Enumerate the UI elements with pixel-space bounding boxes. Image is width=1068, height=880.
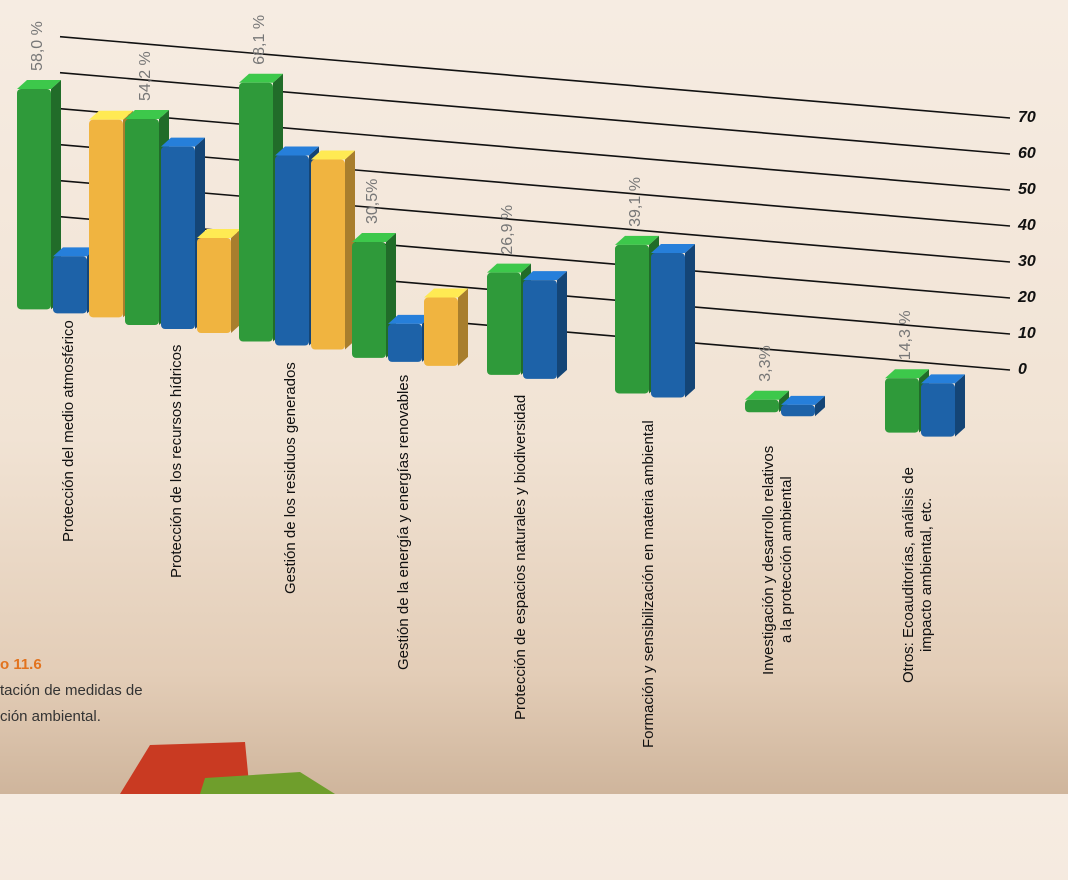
- bar: [781, 404, 815, 417]
- bar-top: [89, 110, 133, 120]
- bar-side: [231, 229, 241, 334]
- bar: [125, 119, 159, 326]
- bar: [921, 383, 955, 437]
- bar-top: [523, 271, 567, 281]
- bar: [17, 88, 51, 310]
- page: {"chart_data": {"type": "bar3d", "catego…: [0, 0, 1068, 794]
- x-tick-label: Investigación y desarrollo relativos a l…: [760, 445, 795, 675]
- bar-top: [352, 233, 396, 243]
- y-tick-label: 10: [1018, 325, 1036, 342]
- bar-top: [275, 146, 319, 156]
- caption-line: ción ambiental.: [0, 708, 101, 725]
- x-tick-label: Formación y sensibilización en materia a…: [640, 420, 657, 748]
- bar-top: [424, 288, 468, 298]
- y-tick-label: 40: [1017, 217, 1036, 234]
- y-tick-label: 30: [1018, 253, 1036, 270]
- bar-side: [557, 271, 567, 379]
- bar-top: [388, 314, 432, 324]
- bar: [352, 242, 386, 358]
- y-tick-label: 0: [1018, 361, 1027, 378]
- bar-top: [161, 137, 205, 147]
- x-tick-label: Gestión de la energía y energías renovab…: [395, 375, 412, 671]
- value-label: 58,0 %: [29, 21, 46, 71]
- grid-line: [59, 71, 1011, 155]
- bar-top: [239, 73, 283, 83]
- caption-line: tación de medidas de: [0, 682, 143, 699]
- y-tick-label: 70: [1018, 109, 1036, 126]
- x-tick-label: Gestión de los residuos generados: [282, 362, 299, 594]
- value-label: 54,2 %: [137, 51, 154, 101]
- bar-top: [125, 110, 169, 120]
- bar: [745, 399, 779, 413]
- bar-top: [197, 229, 241, 239]
- y-tick-label: 20: [1017, 289, 1036, 306]
- bar-top: [311, 150, 355, 160]
- bar: [388, 323, 422, 362]
- bar: [53, 256, 87, 314]
- bar-side: [955, 374, 965, 437]
- bar: [487, 272, 521, 375]
- bar-top: [487, 263, 531, 273]
- value-label: 14,3 %: [897, 310, 914, 360]
- bar-side: [779, 390, 789, 413]
- y-tick-label: 50: [1018, 181, 1036, 198]
- bar-top: [885, 369, 929, 379]
- value-label: 39,1 %: [627, 177, 644, 227]
- bar: [885, 378, 919, 433]
- bar: [615, 244, 649, 394]
- bar-top: [781, 395, 825, 405]
- bar-top: [17, 79, 61, 89]
- bar-side: [458, 288, 468, 366]
- bar: [239, 82, 273, 342]
- bar-top: [615, 235, 659, 245]
- bar: [651, 253, 685, 398]
- bar: [275, 155, 309, 346]
- bar-top: [651, 244, 695, 254]
- grid-line: [59, 179, 1011, 263]
- grid-line: [59, 35, 1011, 119]
- bar-side: [685, 244, 695, 398]
- x-tick-label: Protección de espacios naturales y biodi…: [512, 395, 529, 721]
- bar: [89, 119, 123, 318]
- bar-side: [815, 395, 825, 417]
- bar-top: [53, 247, 97, 257]
- bar-top: [921, 374, 965, 384]
- bar-top: [745, 390, 789, 400]
- bar: [523, 280, 557, 379]
- y-tick-label: 60: [1018, 145, 1036, 162]
- caption-number: o 11.6: [0, 656, 42, 673]
- chart: 0 10 20 30 40 50 60 70 58,0 % 54,2 % 68,1 % 30,5% 26…: [17, 15, 1036, 794]
- bar: [424, 297, 458, 366]
- grid-line: [59, 107, 1011, 191]
- value-label: 30,5%: [364, 179, 381, 224]
- x-tick-label: Protección del medio atmosférico: [60, 320, 77, 542]
- pie-slice: [200, 772, 335, 794]
- bar: [161, 146, 195, 330]
- x-tick-label: Protección de los recursos hídricos: [168, 345, 185, 579]
- bar: [311, 159, 345, 350]
- grid-line: [59, 143, 1011, 227]
- value-label: 68,1 %: [251, 15, 268, 65]
- value-label: 3,3%: [757, 345, 774, 381]
- x-tick-label: Otros: Ecoauditorías, análisis de impact…: [900, 467, 935, 683]
- bar: [197, 238, 231, 334]
- value-label: 26,9 %: [499, 205, 516, 255]
